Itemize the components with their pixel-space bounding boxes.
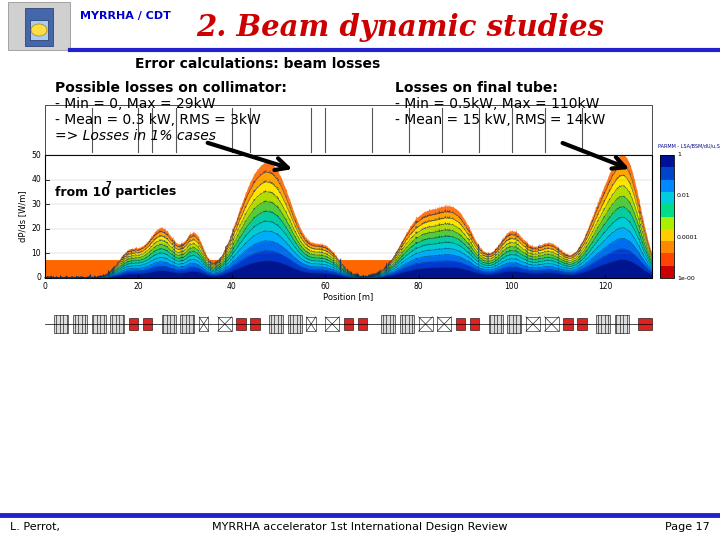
Bar [660, 180, 674, 192]
Bar [615, 315, 629, 333]
Bar [381, 315, 395, 333]
Text: 20: 20 [32, 224, 41, 233]
Text: 1: 1 [677, 152, 681, 158]
Bar [577, 318, 587, 330]
Bar [470, 318, 480, 330]
Bar [73, 315, 87, 333]
Text: 1e-00: 1e-00 [677, 275, 695, 280]
Bar [344, 318, 354, 330]
Bar [660, 253, 674, 266]
Text: 2. Beam dynamic studies: 2. Beam dynamic studies [196, 12, 604, 42]
Bar [508, 315, 521, 333]
Bar [217, 317, 232, 331]
Text: 120: 120 [598, 282, 613, 291]
Text: from 10: from 10 [55, 186, 110, 199]
Bar [563, 318, 572, 330]
Bar [236, 318, 246, 330]
Bar [437, 317, 451, 331]
Text: 100: 100 [505, 282, 519, 291]
Bar [8, 2, 70, 50]
Text: dP/ds [W/m]: dP/ds [W/m] [19, 191, 27, 242]
Bar [307, 317, 316, 331]
Bar [358, 318, 367, 330]
Bar [660, 204, 674, 217]
Bar [25, 8, 53, 46]
Text: Losses on final tube:: Losses on final tube: [395, 81, 558, 95]
Bar [110, 315, 125, 333]
Bar [660, 241, 674, 253]
Bar [45, 155, 652, 278]
Text: 0.01: 0.01 [677, 193, 690, 198]
Bar [181, 315, 194, 333]
Text: 10: 10 [32, 249, 41, 258]
Text: particles: particles [111, 186, 176, 199]
Text: - Min = 0.5kW, Max = 110kW: - Min = 0.5kW, Max = 110kW [395, 97, 599, 111]
Text: 40: 40 [31, 175, 41, 184]
Bar [638, 318, 652, 330]
Bar [162, 315, 176, 333]
Text: Page 17: Page 17 [665, 522, 710, 532]
Text: 50: 50 [31, 151, 41, 159]
Bar [143, 318, 153, 330]
Text: Possible losses on collimator:: Possible losses on collimator: [55, 81, 287, 95]
Text: MYRRHA accelerator 1st International Design Review: MYRRHA accelerator 1st International Des… [212, 522, 508, 532]
Bar [129, 318, 138, 330]
Text: 80: 80 [414, 282, 423, 291]
Bar [660, 266, 674, 278]
Bar [400, 315, 414, 333]
Text: 20: 20 [134, 282, 143, 291]
Text: 0.0001: 0.0001 [677, 235, 698, 240]
Ellipse shape [31, 24, 47, 36]
Bar [489, 315, 503, 333]
Bar [544, 317, 559, 331]
Bar [288, 315, 302, 333]
Bar [660, 155, 674, 278]
Bar [45, 105, 652, 155]
Text: 0: 0 [42, 282, 48, 291]
Text: 30: 30 [31, 200, 41, 208]
Text: MYRRHA / CDT: MYRRHA / CDT [80, 11, 171, 21]
Bar [660, 229, 674, 241]
Text: Error calculations: beam losses: Error calculations: beam losses [135, 57, 380, 71]
Text: 7: 7 [106, 181, 112, 191]
Text: 0: 0 [36, 273, 41, 282]
Text: - Min = 0, Max = 29kW: - Min = 0, Max = 29kW [55, 97, 215, 111]
Text: => Losses in 1% cases: => Losses in 1% cases [55, 129, 216, 143]
Bar [660, 155, 674, 167]
Bar [660, 217, 674, 229]
Text: 40: 40 [227, 282, 237, 291]
Bar [660, 167, 674, 180]
Bar [418, 317, 433, 331]
Bar [596, 315, 610, 333]
Text: - Mean = 0.3 kW, RMS = 3kW: - Mean = 0.3 kW, RMS = 3kW [55, 113, 261, 127]
Text: L. Perrot,: L. Perrot, [10, 522, 60, 532]
Bar [199, 317, 208, 331]
Bar [325, 317, 339, 331]
Text: PARMM - LSA/BSM/dU/u,SMIN: PARMM - LSA/BSM/dU/u,SMIN [658, 144, 720, 149]
Bar [251, 318, 260, 330]
Bar [456, 318, 465, 330]
Bar [660, 192, 674, 204]
Text: 60: 60 [320, 282, 330, 291]
Bar [54, 315, 68, 333]
Bar [30, 20, 48, 40]
Text: - Mean = 15 kW, RMS = 14kW: - Mean = 15 kW, RMS = 14kW [395, 113, 606, 127]
Bar [526, 317, 540, 331]
Text: Position [m]: Position [m] [323, 292, 374, 301]
Bar [269, 315, 283, 333]
Bar [91, 315, 106, 333]
